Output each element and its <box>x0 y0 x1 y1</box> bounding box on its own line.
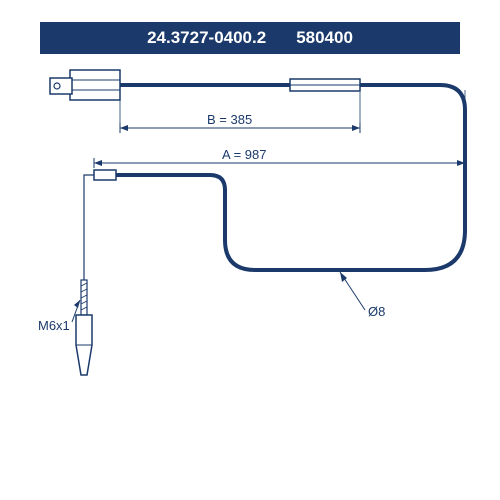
end-block <box>70 70 120 100</box>
diameter-label: Ø8 <box>368 304 385 319</box>
dim-b-arrow-left <box>120 125 128 131</box>
dim-a-label: A = 987 <box>220 147 268 162</box>
thread-leader-arrow <box>74 300 80 308</box>
dim-a-arrow-left <box>94 160 102 166</box>
cable-diagram <box>0 0 500 500</box>
cable-main-path <box>115 85 465 270</box>
dim-b-label: B = 385 <box>205 112 254 127</box>
thread-label: M6x1 <box>38 318 70 333</box>
end-connector <box>50 78 72 94</box>
end-tube <box>94 170 116 180</box>
inner-wire <box>84 175 94 280</box>
dim-b-arrow-right <box>352 125 360 131</box>
